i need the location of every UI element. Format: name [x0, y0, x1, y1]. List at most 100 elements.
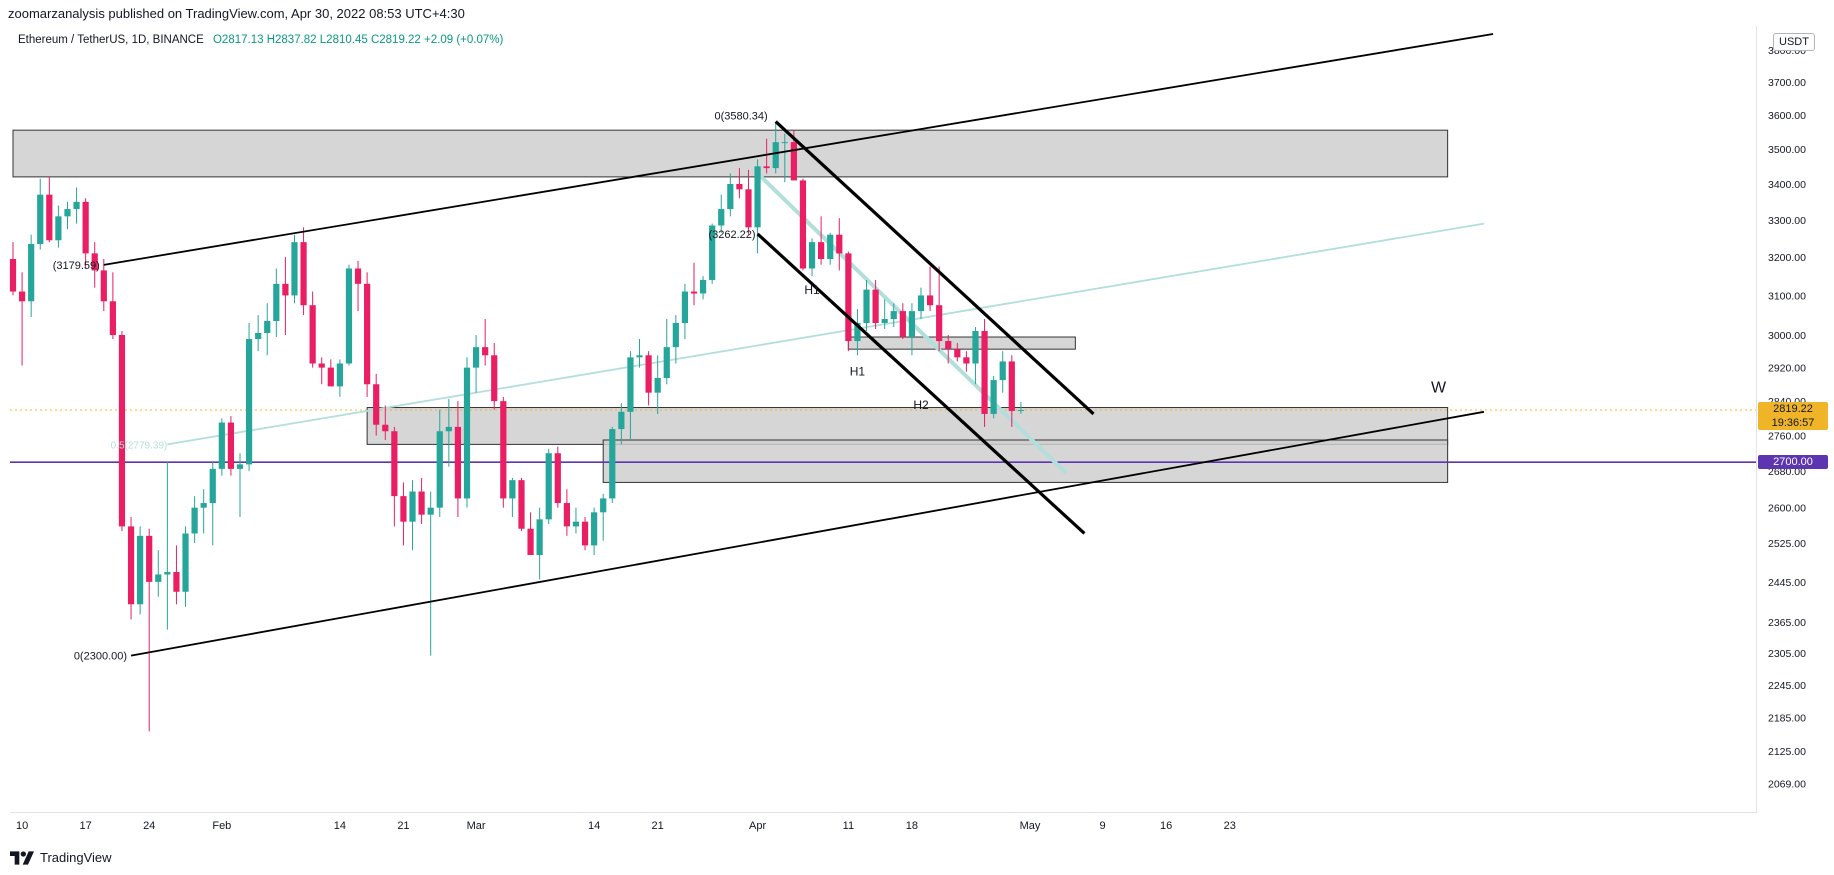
candle[interactable]: [627, 351, 634, 440]
candle[interactable]: [436, 409, 443, 517]
candle[interactable]: [354, 260, 362, 312]
candle[interactable]: [699, 276, 707, 300]
zone-rect[interactable]: [366, 407, 1449, 445]
candle[interactable]: [636, 339, 643, 368]
candle[interactable]: [454, 401, 462, 517]
candle[interactable]: [881, 299, 888, 329]
candle[interactable]: [718, 194, 725, 233]
candle[interactable]: [46, 176, 53, 243]
candle[interactable]: [536, 507, 543, 580]
candle[interactable]: [727, 173, 734, 217]
candle[interactable]: [945, 335, 952, 364]
trend-line[interactable]: [130, 410, 1485, 657]
candle[interactable]: [418, 477, 425, 525]
candle[interactable]: [255, 315, 262, 352]
candle[interactable]: [563, 489, 570, 536]
candle[interactable]: [954, 343, 961, 362]
candle[interactable]: [690, 262, 698, 306]
channel-line[interactable]: [756, 232, 1086, 535]
candle[interactable]: [917, 287, 925, 320]
candle[interactable]: [472, 335, 480, 393]
zone-rect[interactable]: [12, 129, 1449, 178]
candle[interactable]: [736, 168, 743, 199]
candle[interactable]: [282, 257, 289, 336]
candle[interactable]: [309, 291, 316, 368]
faint-trend-line[interactable]: [167, 222, 1485, 446]
candle[interactable]: [672, 315, 679, 364]
candle[interactable]: [863, 279, 870, 331]
candle[interactable]: [799, 178, 807, 271]
candle[interactable]: [745, 169, 752, 235]
candle[interactable]: [609, 426, 616, 504]
candle[interactable]: [963, 351, 970, 372]
candle[interactable]: [218, 418, 225, 476]
candle[interactable]: [191, 496, 198, 543]
candle[interactable]: [509, 477, 516, 517]
candle[interactable]: [936, 266, 943, 352]
candle[interactable]: [518, 477, 525, 532]
candle[interactable]: [164, 462, 171, 630]
candle[interactable]: [827, 232, 834, 265]
candle[interactable]: [854, 309, 861, 356]
candle[interactable]: [291, 234, 298, 304]
candle[interactable]: [445, 399, 452, 467]
candle[interactable]: [137, 526, 144, 615]
trend-line[interactable]: [103, 33, 1494, 266]
candle[interactable]: [327, 359, 334, 387]
candle[interactable]: [100, 259, 107, 312]
candle[interactable]: [491, 343, 498, 410]
candle[interactable]: [926, 266, 934, 312]
candle[interactable]: [872, 279, 879, 329]
candle[interactable]: [227, 416, 235, 476]
candle[interactable]: [264, 303, 271, 356]
candle[interactable]: [73, 187, 80, 224]
candle[interactable]: [9, 242, 17, 296]
chart-pane[interactable]: [10, 26, 1757, 813]
zone-rect[interactable]: [602, 439, 1449, 483]
candle[interactable]: [763, 138, 770, 174]
candle[interactable]: [364, 272, 371, 397]
candle[interactable]: [236, 453, 244, 517]
candle[interactable]: [1017, 402, 1024, 414]
candle[interactable]: [981, 319, 988, 427]
candle[interactable]: [618, 403, 625, 445]
candle[interactable]: [345, 264, 353, 366]
candle[interactable]: [37, 178, 44, 250]
candle[interactable]: [373, 373, 380, 436]
candle[interactable]: [245, 322, 253, 472]
candle[interactable]: [336, 359, 343, 397]
candle[interactable]: [845, 251, 852, 352]
candle[interactable]: [64, 201, 71, 230]
candle[interactable]: [382, 405, 389, 440]
candle[interactable]: [572, 507, 580, 534]
candle[interactable]: [427, 491, 434, 656]
candle[interactable]: [391, 426, 398, 527]
candle[interactable]: [663, 319, 670, 385]
candle[interactable]: [500, 396, 507, 508]
candle[interactable]: [173, 545, 180, 605]
candle[interactable]: [781, 133, 788, 183]
candle[interactable]: [18, 272, 26, 366]
candle[interactable]: [972, 326, 979, 385]
candle[interactable]: [146, 528, 153, 732]
candle[interactable]: [754, 159, 761, 254]
tradingview-logo[interactable]: TradingView: [10, 850, 112, 865]
candle[interactable]: [200, 489, 207, 534]
candle[interactable]: [818, 216, 825, 265]
currency-button[interactable]: USDT: [1773, 33, 1815, 51]
candle[interactable]: [1008, 355, 1015, 427]
channel-line[interactable]: [774, 120, 1095, 416]
candle[interactable]: [654, 355, 661, 414]
candle[interactable]: [899, 303, 906, 340]
candle[interactable]: [772, 121, 779, 174]
candle[interactable]: [999, 351, 1006, 393]
candle[interactable]: [482, 319, 489, 366]
candle[interactable]: [400, 482, 407, 546]
candle[interactable]: [82, 198, 89, 269]
candle[interactable]: [681, 283, 689, 340]
candle[interactable]: [545, 448, 552, 525]
candle[interactable]: [300, 227, 307, 316]
candle[interactable]: [28, 234, 35, 318]
candle[interactable]: [463, 357, 471, 508]
